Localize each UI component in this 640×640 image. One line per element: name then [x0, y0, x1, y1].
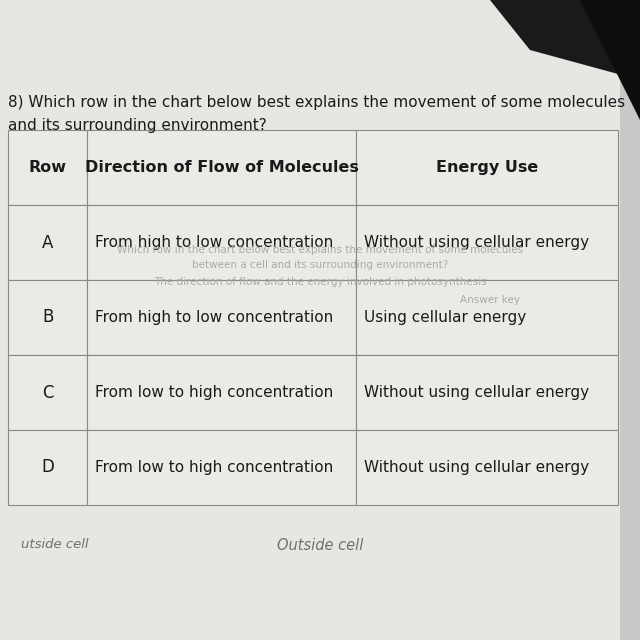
Bar: [87, 280, 356, 355]
Text: utside cell: utside cell: [21, 538, 89, 552]
Bar: [356, 205, 618, 280]
Text: From high to low concentration: From high to low concentration: [95, 235, 333, 250]
Bar: [87, 355, 356, 430]
Bar: [8, 280, 87, 355]
Bar: [8, 430, 87, 505]
Bar: [87, 130, 356, 205]
Text: Without using cellular energy: Without using cellular energy: [364, 385, 589, 400]
Bar: [356, 355, 618, 430]
Polygon shape: [580, 0, 640, 120]
Text: From low to high concentration: From low to high concentration: [95, 460, 333, 475]
Bar: [87, 430, 356, 505]
Text: From high to low concentration: From high to low concentration: [95, 310, 333, 325]
Bar: [8, 130, 87, 205]
Text: Using cellular energy: Using cellular energy: [364, 310, 526, 325]
Text: A: A: [42, 234, 53, 252]
Text: From low to high concentration: From low to high concentration: [95, 385, 333, 400]
Text: Which row in the chart below best explains the movement of some molecules: Which row in the chart below best explai…: [117, 245, 523, 255]
Text: Direction of Flow of Molecules: Direction of Flow of Molecules: [84, 160, 358, 175]
FancyBboxPatch shape: [0, 0, 620, 640]
Bar: [8, 205, 87, 280]
Bar: [87, 205, 356, 280]
Text: and its surrounding environment?: and its surrounding environment?: [8, 118, 267, 133]
Bar: [8, 355, 87, 430]
Text: Answer key: Answer key: [460, 295, 520, 305]
Text: D: D: [41, 458, 54, 477]
Text: Without using cellular energy: Without using cellular energy: [364, 235, 589, 250]
Text: between a cell and its surrounding environment?: between a cell and its surrounding envir…: [192, 260, 448, 270]
Bar: [356, 130, 618, 205]
Text: B: B: [42, 308, 53, 326]
Text: Row: Row: [29, 160, 67, 175]
Text: Without using cellular energy: Without using cellular energy: [364, 460, 589, 475]
Text: Energy Use: Energy Use: [436, 160, 538, 175]
Text: C: C: [42, 383, 53, 401]
Text: Outside cell: Outside cell: [277, 538, 363, 552]
Polygon shape: [490, 0, 640, 80]
Bar: [356, 280, 618, 355]
Text: 8) Which row in the chart below best explains the movement of some molecules: 8) Which row in the chart below best exp…: [8, 95, 625, 110]
Bar: [356, 430, 618, 505]
Text: The direction of flow and the energy involved in photosynthesis: The direction of flow and the energy inv…: [154, 277, 486, 287]
